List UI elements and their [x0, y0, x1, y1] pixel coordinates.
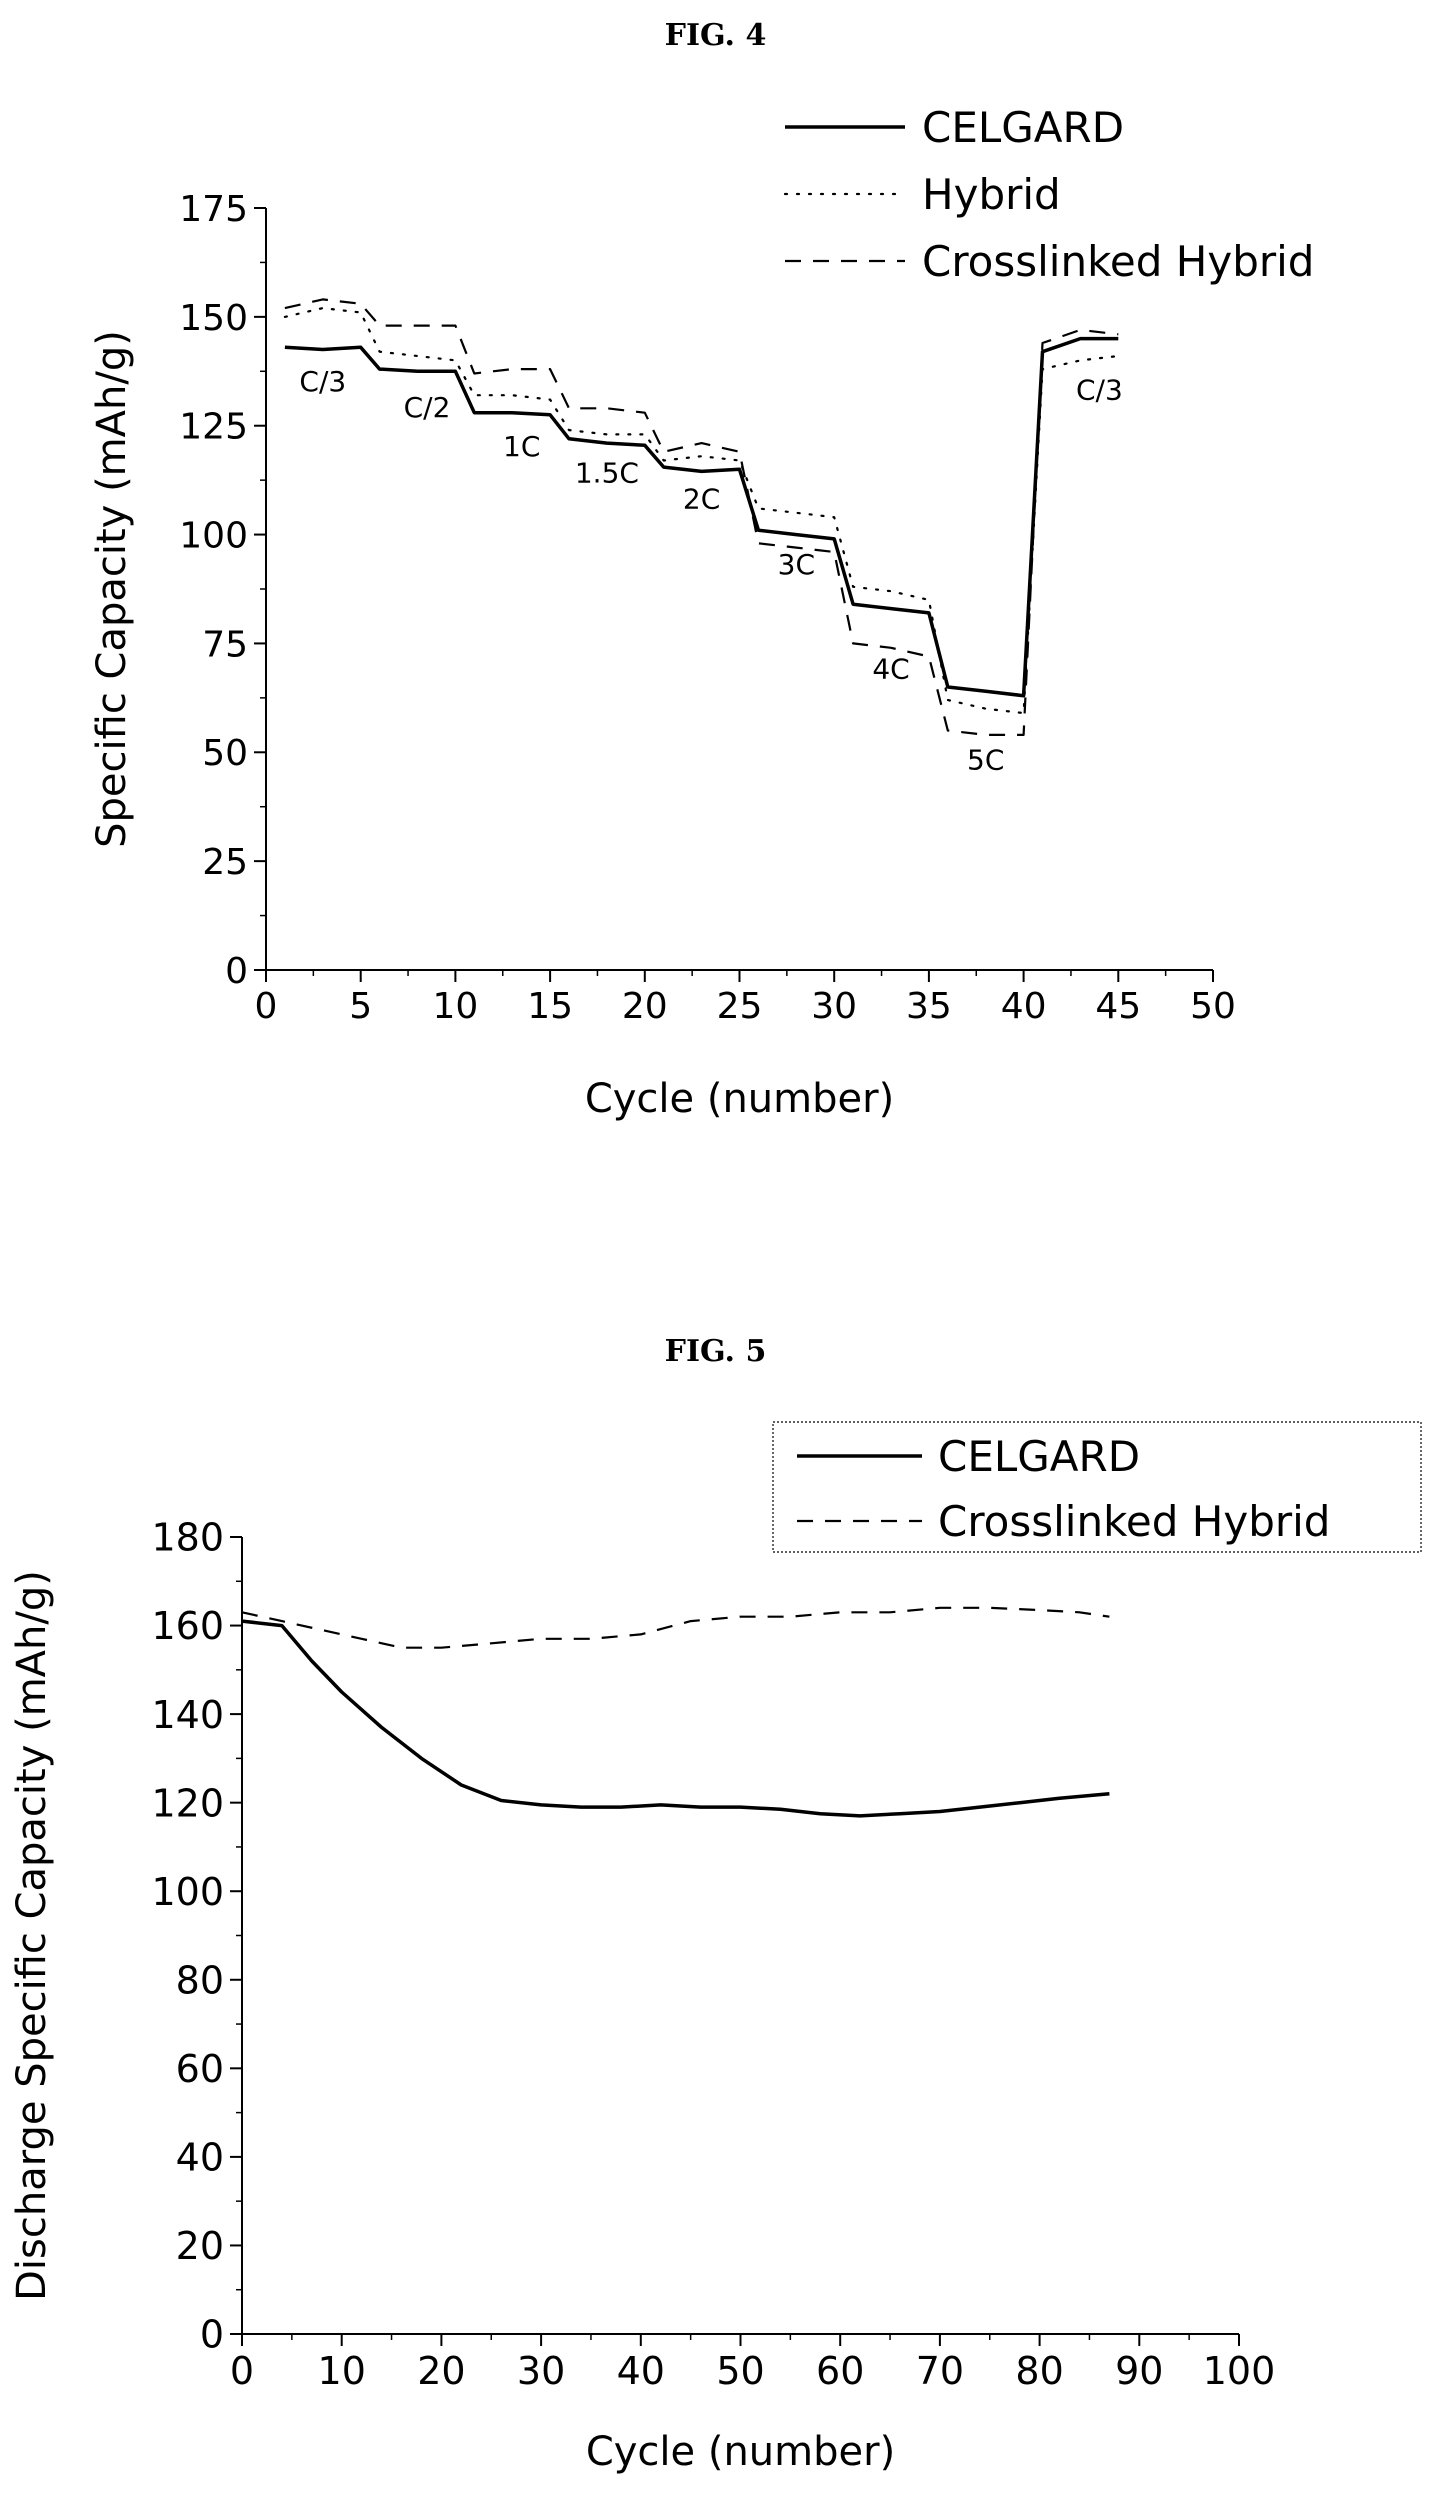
x-tick-label: 0: [255, 986, 278, 1027]
y-tick-label: 80: [176, 1958, 224, 2002]
x-tick-label: 0: [230, 2349, 254, 2393]
x-tick-label: 30: [811, 986, 857, 1027]
series-line-crosslinked-hybrid: [241, 1606, 1110, 1649]
x-tick-label: 80: [1015, 2349, 1063, 2393]
x-tick-label: 100: [1203, 2349, 1276, 2393]
legend-label: Crosslinked Hybrid: [922, 237, 1314, 286]
rate-label: 2C: [683, 482, 720, 515]
legend-label: Crosslinked Hybrid: [938, 1497, 1330, 1546]
legend-label: CELGARD: [938, 1432, 1140, 1481]
x-axis-label: Cycle (number): [585, 1076, 894, 1122]
rate-label: C/2: [404, 391, 451, 424]
figure-4-chart: 0 5 10 15 20 25 30 35 40 45 50 0 25 50 75 100 125 150 175 C…: [89, 103, 1314, 1122]
series-line-hybrid: [283, 307, 1120, 715]
x-tick-label: 60: [816, 2349, 864, 2393]
rate-label: C/3: [299, 365, 346, 398]
x-tick-label: 40: [617, 2349, 665, 2393]
x-tick-label: 10: [432, 986, 478, 1027]
x-tick-label: 25: [717, 986, 763, 1027]
y-tick-label: 140: [151, 1693, 224, 1737]
x-tick-label: 70: [916, 2349, 964, 2393]
x-tick-label: 90: [1115, 2349, 1163, 2393]
rate-label: 3C: [778, 548, 815, 581]
rate-label: 1.5C: [575, 456, 639, 489]
y-tick-label: 50: [202, 733, 248, 774]
figure-5-title: FIG. 5: [664, 1334, 767, 1369]
x-tick-label: 20: [622, 986, 668, 1027]
figure-4-title: FIG. 4: [664, 18, 767, 53]
y-tick-label: 75: [202, 624, 248, 665]
y-tick-label: 40: [176, 2136, 224, 2180]
x-tick-label: 50: [716, 2349, 764, 2393]
y-tick-label: 25: [202, 842, 248, 883]
rate-label: 4C: [872, 652, 909, 685]
x-axis-label: Cycle (number): [586, 2429, 895, 2475]
series-line-celgard: [241, 1619, 1110, 1818]
y-tick-label: 125: [179, 407, 248, 448]
y-tick-label: 180: [151, 1516, 224, 1560]
x-tick-label: 50: [1190, 986, 1236, 1027]
x-tick-label: 15: [527, 986, 573, 1027]
y-tick-label: 0: [225, 951, 248, 992]
y-axis-label: Specific Capacity (mAh/g): [89, 330, 135, 848]
y-tick-label: 150: [179, 298, 248, 339]
y-tick-label: 0: [200, 2313, 224, 2357]
series-line-crosslinked-hybrid: [284, 298, 1119, 736]
y-tick-label: 160: [151, 1604, 224, 1648]
x-tick-label: 10: [318, 2349, 366, 2393]
series-line-celgard: [284, 336, 1119, 698]
y-tick-label: 120: [151, 1781, 224, 1825]
x-tick-label: 30: [517, 2349, 565, 2393]
y-tick-label: 60: [176, 2047, 224, 2091]
y-axis-label: Discharge Specific Capacity (mAh/g): [9, 1570, 55, 2301]
y-tick-label: 100: [151, 1870, 224, 1914]
x-tick-label: 45: [1095, 986, 1141, 1027]
x-tick-label: 35: [906, 986, 952, 1027]
rate-label: 1C: [503, 430, 540, 463]
legend-label: CELGARD: [922, 103, 1124, 152]
rate-label: 5C: [967, 744, 1004, 777]
y-tick-label: 20: [176, 2224, 224, 2268]
legend-box: [772, 1421, 1422, 1553]
x-tick-label: 20: [417, 2349, 465, 2393]
y-tick-label: 175: [179, 189, 248, 230]
legend-label: Hybrid: [922, 170, 1061, 219]
x-tick-label: 40: [1001, 986, 1047, 1027]
rate-label: C/3: [1076, 374, 1123, 407]
x-tick-label: 5: [349, 986, 372, 1027]
y-tick-label: 100: [179, 516, 248, 557]
